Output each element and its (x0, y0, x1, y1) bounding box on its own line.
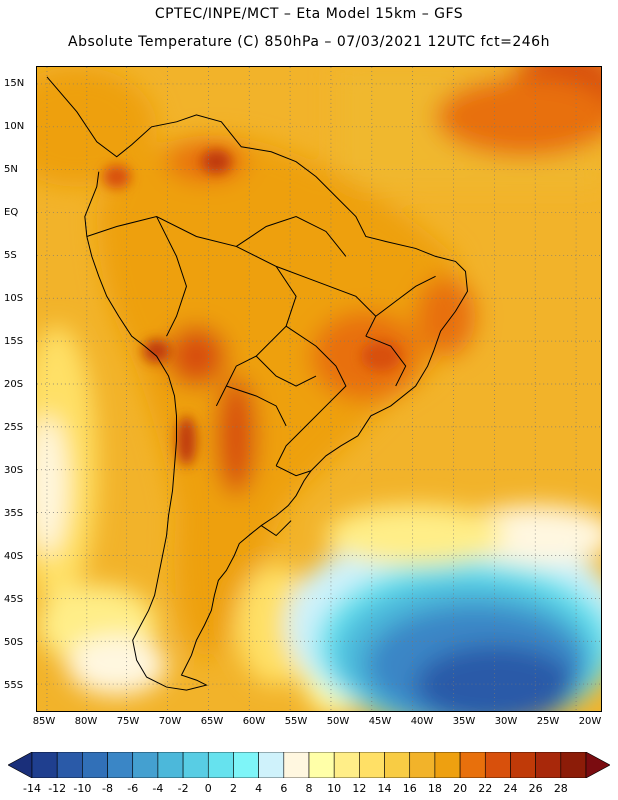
temperature-field (37, 67, 601, 711)
colorbar-tick-label: 22 (478, 782, 493, 795)
lat-label: 10N (4, 121, 25, 132)
lon-label: 40W (410, 716, 434, 727)
lat-label: 40S (4, 551, 24, 562)
coastline (46, 76, 468, 691)
colorbar-tick-label: 16 (402, 782, 417, 795)
lon-label: 55W (284, 716, 308, 727)
colorbar-tick-label: 26 (528, 782, 543, 795)
lon-label: 20W (578, 716, 602, 727)
lon-label: 45W (368, 716, 392, 727)
colorbar-tick-label: 12 (352, 782, 367, 795)
lat-label: 55S (4, 680, 24, 691)
lat-label: 20S (4, 379, 24, 390)
lat-label: 30S (4, 465, 24, 476)
lon-label: 25W (536, 716, 560, 727)
colorbar-tick-label: -6 (127, 782, 139, 795)
lat-label: 5S (4, 250, 17, 261)
colorbar-swatch (409, 752, 436, 778)
colorbar-swatch (82, 752, 108, 778)
colorbar-tick-label: 0 (204, 782, 212, 795)
colorbar-swatch (258, 752, 285, 778)
colorbar-swatch (434, 752, 461, 778)
chart-title-line2: Absolute Temperature (C) 850hPa – 07/03/… (68, 34, 550, 50)
lon-label: 70W (158, 716, 182, 727)
colorbar-tick-label: 4 (255, 782, 263, 795)
colorbar-tick-label: 18 (427, 782, 442, 795)
colorbar-tick-label: 28 (553, 782, 568, 795)
colorbar-low-arrow (8, 752, 33, 778)
colorbar-swatch (207, 752, 234, 778)
colorbar-tick-label: 8 (305, 782, 313, 795)
colorbar-swatch (333, 752, 360, 778)
lon-label: 35W (452, 716, 476, 727)
lat-label: 50S (4, 637, 24, 648)
colorbar-tick-label: -4 (152, 782, 164, 795)
colorbar-high-arrow (585, 752, 610, 778)
colorbar-swatch (107, 752, 134, 778)
colorbar-swatch (560, 752, 587, 778)
lat-label: 35S (4, 508, 24, 519)
colorbar-swatch (359, 752, 385, 778)
colorbar-tick-label: 10 (327, 782, 342, 795)
colorbar-tick-label: 2 (229, 782, 237, 795)
colorbar-swatch (182, 752, 209, 778)
lat-label: 5N (4, 164, 18, 175)
colorbar-swatch (56, 752, 83, 778)
temperature-map (36, 66, 602, 712)
colorbar-swatch (510, 752, 536, 778)
lat-label: 15S (4, 336, 24, 347)
lon-label: 75W (116, 716, 140, 727)
lon-label: 50W (326, 716, 350, 727)
lat-label: EQ (4, 207, 19, 218)
colorbar-tick-label: -12 (48, 782, 67, 795)
lon-label: 65W (200, 716, 224, 727)
colorbar-tick-label: -2 (177, 782, 189, 795)
colorbar-swatch (283, 752, 310, 778)
colorbar-swatch (308, 752, 335, 778)
colorbar-tick-label: -8 (102, 782, 114, 795)
colorbar-tick-label: 20 (453, 782, 468, 795)
lon-label: 85W (32, 716, 56, 727)
colorbar-swatch (233, 752, 259, 778)
chart-title-line1: CPTEC/INPE/MCT – Eta Model 15km – GFS (154, 6, 464, 22)
colorbar-tick-label: -10 (73, 782, 92, 795)
lat-label: 45S (4, 594, 24, 605)
colorbar-swatch (484, 752, 511, 778)
colorbar-swatch (384, 752, 411, 778)
colorbar (8, 752, 610, 778)
colorbar-swatch (459, 752, 486, 778)
lon-label: 30W (494, 716, 518, 727)
lon-label: 80W (74, 716, 98, 727)
colorbar-swatch (31, 752, 58, 778)
colorbar-swatch (157, 752, 184, 778)
colorbar-swatch (535, 752, 562, 778)
colorbar-tick-label: 24 (503, 782, 518, 795)
lat-label: 10S (4, 293, 24, 304)
colorbar-tick-label: -14 (23, 782, 41, 795)
lat-label: 25S (4, 422, 24, 433)
colorbar-swatch (132, 752, 159, 778)
colorbar-tick-label: 14 (377, 782, 392, 795)
lat-label: 15N (4, 78, 25, 89)
lon-label: 60W (242, 716, 266, 727)
colorbar-tick-label: 6 (280, 782, 288, 795)
